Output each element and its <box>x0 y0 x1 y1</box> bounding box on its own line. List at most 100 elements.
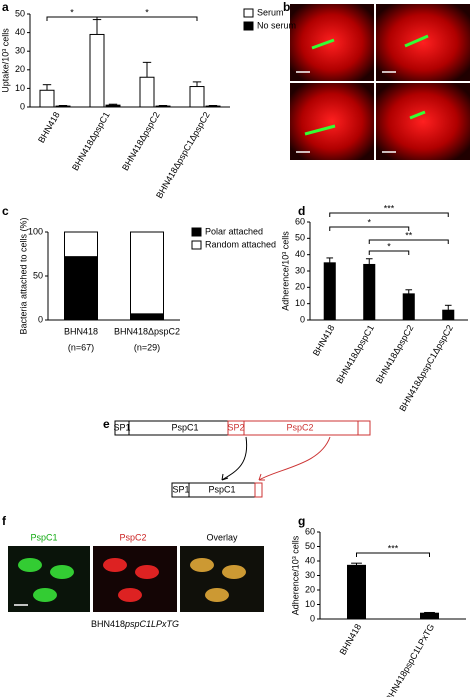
x-tick-label: BHN418 <box>36 110 62 144</box>
anchor-domain <box>254 482 263 498</box>
legend-label: Serum <box>257 7 284 17</box>
cells-green <box>18 558 74 602</box>
panel-label: b <box>283 0 290 14</box>
category-note: (n=67) <box>68 342 94 352</box>
bar <box>155 105 171 108</box>
y-tick-label: 10 <box>295 298 305 308</box>
bar <box>420 612 439 620</box>
micrograph <box>8 546 90 612</box>
y-tick-label: 0 <box>310 613 315 623</box>
bar-segment <box>130 313 164 321</box>
bar <box>363 263 376 321</box>
significance-bracket <box>368 239 449 244</box>
legend-swatch <box>243 8 254 18</box>
panel-label: a <box>2 0 9 14</box>
y-tick-label: 10 <box>15 83 25 93</box>
y-tick-label: 20 <box>295 282 305 292</box>
y-tick-label: 30 <box>15 46 25 56</box>
micrograph <box>376 4 470 81</box>
panel-label: d <box>298 204 305 218</box>
bar-segment <box>64 231 98 258</box>
panel-label: c <box>2 204 9 218</box>
micrograph <box>290 4 374 81</box>
y-tick-label: 0 <box>20 101 25 111</box>
y-tick-label: 0 <box>38 314 43 324</box>
micrograph <box>376 83 470 160</box>
caption-strain: BHN418 <box>91 619 125 629</box>
y-tick-label: 50 <box>305 541 315 551</box>
y-axis-label: Bacteria attached to cells (%) <box>18 217 28 334</box>
construct-box <box>227 420 371 436</box>
bar <box>89 33 105 108</box>
bar-segment <box>64 256 98 321</box>
bacteria <box>409 110 426 120</box>
bar-segment <box>130 231 164 315</box>
domain-label: PspC2 <box>286 422 313 432</box>
domain-label: SP1 <box>172 484 189 494</box>
y-tick-label: 60 <box>305 526 315 536</box>
legend-swatch <box>243 21 254 31</box>
caption-mutation: pspC1LPxTG <box>124 619 179 629</box>
significance-bracket <box>46 16 98 21</box>
y-tick-label: 40 <box>295 249 305 259</box>
domain-label: PspC1 <box>171 422 198 432</box>
legend-label: No serum <box>257 20 296 30</box>
significance-label: * <box>145 7 149 17</box>
arrow <box>221 436 248 481</box>
y-axis-label: Uptake/10³ cells <box>0 28 10 93</box>
significance-label: * <box>70 7 74 17</box>
bar <box>55 105 71 108</box>
panel-label: g <box>298 514 305 528</box>
bar <box>189 86 205 108</box>
y-tick-label: 100 <box>28 226 43 236</box>
bar <box>323 262 336 321</box>
cells-red <box>103 558 159 602</box>
y-tick-label: 20 <box>15 64 25 74</box>
caption: BHN418pspC1LPxTG <box>91 619 179 629</box>
bar <box>402 293 415 321</box>
y-tick-label: 30 <box>305 570 315 580</box>
x-tick-label: BHN418ΔpspC1 <box>334 323 376 385</box>
x-tick-label: BHN418 <box>311 323 337 357</box>
x-tick-label: BHN418ΔpspC1ΔpspC2 <box>154 110 212 200</box>
significance-label: *** <box>384 203 395 213</box>
channel-label: PspC1 <box>30 532 57 542</box>
legend-swatch <box>191 240 202 250</box>
bar <box>347 564 366 620</box>
significance-label: *** <box>388 543 399 553</box>
y-tick-label: 30 <box>295 265 305 275</box>
y-axis-label: Adherence/10³ cells <box>280 231 290 311</box>
panel-label: f <box>2 514 7 528</box>
x-tick-label: BHN418ΔpspC2 <box>374 323 416 385</box>
y-tick-label: 50 <box>295 233 305 243</box>
x-tick-label: BHN418ΔpspC2 <box>120 110 162 172</box>
significance-label: * <box>367 217 371 227</box>
x-tick-label: BHN418ΔpspC2 <box>114 326 180 336</box>
arrowhead <box>258 473 265 481</box>
fluorescence-panel: f PspC1 PspC2 Overlay BHN418pspC1LPxTG <box>2 514 264 629</box>
y-tick-label: 0 <box>300 314 305 324</box>
legend-label: Random attached <box>205 239 276 249</box>
y-tick-label: 50 <box>33 270 43 280</box>
bar <box>139 76 155 108</box>
significance-bracket <box>96 16 198 21</box>
x-tick-label: BHN418 <box>338 622 364 656</box>
x-tick-label: BHN418ΔpspC1 <box>70 110 112 172</box>
bar <box>105 104 121 108</box>
y-axis-label: Adherence/10³ cells <box>290 535 300 615</box>
domain-label: SP1 <box>113 422 130 432</box>
domain-label: SP2 <box>227 422 244 432</box>
legend-swatch <box>191 227 202 237</box>
significance-label: ** <box>405 230 413 240</box>
y-tick-label: 40 <box>305 555 315 565</box>
arrow <box>258 436 331 481</box>
construct-diagram: e SP1 PspC1 SP2 PspC2 SP1 PspC1 <box>103 417 371 498</box>
category-note: (n=29) <box>134 342 160 352</box>
y-tick-label: 60 <box>295 216 305 226</box>
panel-label: e <box>103 417 110 431</box>
x-tick-label: BHN418pspC1LPxTG <box>384 622 437 697</box>
y-tick-label: 40 <box>15 27 25 37</box>
channel-label: Overlay <box>206 532 238 542</box>
significance-bracket <box>356 552 430 557</box>
